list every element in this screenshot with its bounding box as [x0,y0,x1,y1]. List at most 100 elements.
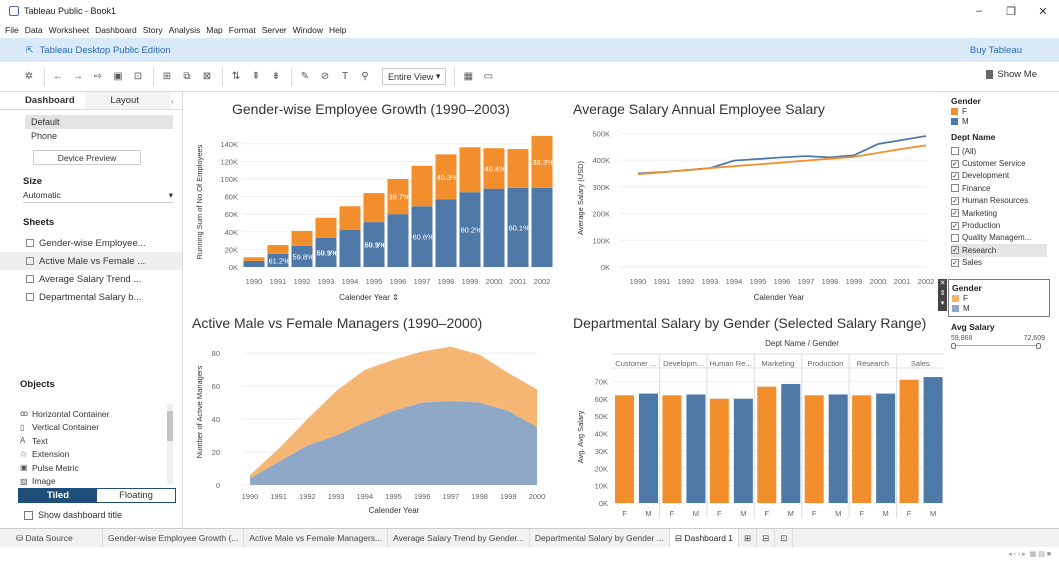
tab-data-source[interactable]: ⛁ Data Source [0,528,103,548]
tab-dashboard[interactable]: Dashboard [0,92,86,109]
fit-dropdown[interactable]: Entire View ▾ [382,68,447,85]
legend-item-f[interactable]: F [951,106,1051,117]
undo-icon[interactable]: ← [53,71,63,82]
object-pulse-metric[interactable]: ▣ Pulse Metric [0,461,182,475]
menu-help[interactable]: Help [329,25,347,35]
minimize-button[interactable]: – [975,5,983,17]
filter-item-f[interactable]: F [952,293,1049,304]
slider-min-handle[interactable] [951,343,956,349]
object-text[interactable]: A Text [0,434,182,448]
device-default[interactable]: Default [25,115,173,129]
filter-item-m[interactable]: M [952,304,1049,315]
group-icon[interactable]: ⊘ [320,71,330,82]
range-slider[interactable] [951,343,1041,349]
sheet-item[interactable]: Active Male vs Female ... [0,252,182,270]
new-worksheet-icon[interactable]: ⊞ [162,71,172,82]
dept-filter-item[interactable]: Quality Managem... [951,232,1047,244]
dept-filter-item[interactable]: ✓ Research [951,244,1047,257]
tab-sheet[interactable]: Departmental Salary by Gender ... [530,528,670,548]
clear-sheet-icon[interactable]: ⊠ [202,71,212,82]
menu-dashboard[interactable]: Dashboard [95,25,137,35]
dept-filter-item[interactable]: ✓ Sales [951,257,1047,269]
highlight-icon[interactable]: ✎ [300,71,310,82]
dept-filter-item[interactable]: ✓ Development [951,170,1047,182]
checkbox[interactable]: ✓ [951,209,959,218]
tableau-logo-icon[interactable]: ✲ [24,71,34,82]
new-dashboard-tab-icon[interactable]: ⊟ [757,528,776,548]
device-phone[interactable]: Phone [31,131,58,141]
datasource-icon[interactable]: ⇨ [93,71,103,82]
maximize-button[interactable]: ❐ [1006,5,1016,18]
checkbox[interactable] [24,510,33,520]
menu-analysis[interactable]: Analysis [168,25,201,35]
x-tick-label: F [859,509,864,518]
menu-format[interactable]: Format [228,25,256,35]
fix-axes-icon[interactable]: ⚲ [361,71,369,82]
new-worksheet-tab-icon[interactable]: ⊞ [739,528,758,548]
tab-sheet[interactable]: Gender-wise Employee Growth (... [103,528,245,548]
new-datasource-icon[interactable]: ⊡ [133,71,143,82]
dept-filter-item[interactable]: (All) [951,145,1047,157]
menu-map[interactable]: Map [206,25,223,35]
tiled-button[interactable]: Tiled [19,489,97,502]
show-me-button[interactable]: Show Me [986,69,1037,80]
checkbox[interactable]: ✓ [951,159,959,168]
sort-ascending-icon[interactable]: ⇞ [251,71,261,82]
buy-tableau-link[interactable]: Buy Tableau [969,44,1022,56]
swap-icon[interactable]: ⇅ [231,71,241,82]
presentation-icon[interactable]: ▭ [483,71,494,82]
show-cards-icon[interactable]: ▦ [463,71,474,82]
checkbox[interactable]: ✓ [951,171,959,180]
menu-worksheet[interactable]: Worksheet [48,25,90,35]
menu-story[interactable]: Story [142,25,163,35]
tab-layout[interactable]: Layout [85,92,171,109]
sheet-navigation-icons[interactable]: ◂ ‹ › ▸ ▦ ▤ ■ [1008,551,1051,558]
tab-dashboard-1[interactable]: ⊟ Dashboard 1 [669,528,740,548]
sheet-item[interactable]: Departmental Salary b... [0,288,182,306]
checkbox[interactable]: ✓ [951,246,959,255]
sort-descending-icon[interactable]: ⇟ [271,71,281,82]
close-button[interactable]: ✕ [1038,5,1048,18]
menu-file[interactable]: File [5,25,19,35]
duplicate-icon[interactable]: ⧉ [183,71,191,82]
scrollbar-thumb[interactable] [167,411,173,441]
object-horizontal-container[interactable]: ꝏ Horizontal Container [0,407,182,421]
object-extension[interactable]: ♲ Extension [0,448,182,462]
dept-filter-item[interactable]: Finance [951,182,1047,194]
device-preview-button[interactable]: Device Preview [33,150,141,165]
size-dropdown[interactable]: Automatic ▾ [23,190,173,203]
tab-sheet[interactable]: Average Salary Trend by Gender... [388,528,530,548]
checkbox[interactable]: ✓ [951,221,959,230]
y-tick-label: 80 [212,349,220,358]
label-icon[interactable]: T [341,71,349,82]
collapse-pane-icon[interactable]: ‹ [170,95,174,106]
sheet-item[interactable]: Average Salary Trend ... [0,270,182,288]
checkbox[interactable] [951,147,959,156]
menu-server[interactable]: Server [261,25,287,35]
object-image[interactable]: ▨ Image [0,475,182,489]
x-tick-label: M [930,509,936,518]
legend-item-m[interactable]: M [951,117,1051,128]
objects-scrollbar[interactable] [167,404,173,484]
dept-filter-item[interactable]: ✓ Customer Service [951,157,1047,169]
show-dashboard-title-option[interactable]: Show dashboard title [24,510,122,520]
save-icon[interactable]: ▣ [113,71,123,82]
dept-filter-item[interactable]: ✓ Marketing [951,207,1047,219]
dept-filter-label: (All) [962,146,977,156]
slider-max-handle[interactable] [1036,343,1041,349]
checkbox[interactable]: ✓ [951,258,959,267]
tab-sheet[interactable]: Active Male vs Female Managers... [244,528,389,548]
redo-icon[interactable]: → [73,71,83,82]
menu-data[interactable]: Data [24,25,43,35]
menu-window[interactable]: Window [292,25,323,35]
new-story-tab-icon[interactable]: ⊡ [775,528,794,548]
filter-card-controls[interactable]: ✕ ⇕ ▾ [938,279,947,311]
sheet-item[interactable]: Gender-wise Employee... [0,234,182,252]
checkbox[interactable] [951,184,959,193]
dept-filter-item[interactable]: ✓ Production [951,219,1047,231]
checkbox[interactable] [951,233,959,242]
object-vertical-container[interactable]: ▯ Vertical Container [0,421,182,435]
floating-button[interactable]: Floating [97,489,175,502]
dept-filter-item[interactable]: ✓ Human Resources [951,195,1047,207]
checkbox[interactable]: ✓ [951,196,959,205]
